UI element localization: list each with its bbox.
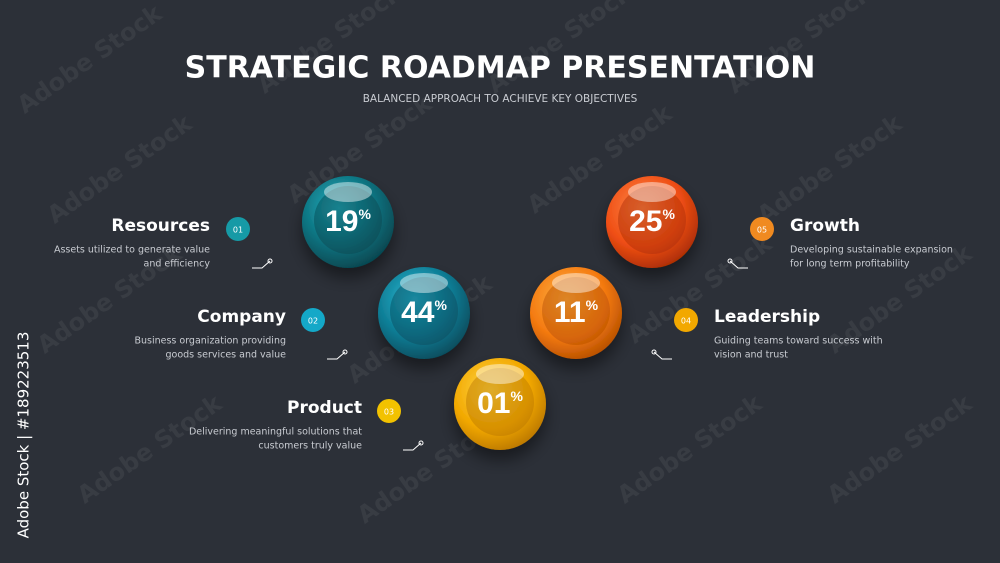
badge-number: 02 — [308, 317, 318, 326]
item-description: and efficiency — [144, 259, 211, 270]
item-title: Company — [197, 307, 286, 327]
sphere-value: 44% — [401, 296, 447, 329]
unit: % — [662, 206, 675, 222]
item-description: Assets utilized to generate value — [54, 245, 210, 256]
sphere-highlight — [476, 364, 524, 384]
item-description: Guiding teams toward success with — [714, 336, 883, 347]
sphere: 01% — [454, 358, 546, 450]
connector-icon — [729, 260, 748, 269]
unit: % — [510, 388, 523, 404]
item-description: Developing sustainable expansion — [790, 245, 953, 256]
badge — [750, 217, 774, 241]
value: 11 — [554, 296, 586, 329]
connector-icon — [252, 260, 271, 269]
side-label: Adobe Stock | #189223513 — [15, 332, 33, 539]
subtitle: BALANCED APPROACH TO ACHIEVE KEY OBJECTI… — [363, 93, 638, 105]
badge-number: 03 — [384, 408, 394, 417]
unit: % — [586, 297, 599, 313]
badge — [377, 399, 401, 423]
value: 19 — [325, 205, 358, 238]
badge — [226, 217, 250, 241]
connector-dot — [727, 258, 733, 264]
badge-number: 05 — [757, 226, 767, 235]
badge — [674, 308, 698, 332]
sphere: 11% — [530, 267, 622, 359]
item-description: vision and trust — [714, 350, 788, 361]
sphere-value: 01% — [477, 387, 523, 420]
sphere-core — [618, 186, 686, 254]
item-title: Leadership — [714, 307, 820, 327]
item-description: Business organization providing — [134, 336, 286, 347]
connector-dot — [267, 258, 273, 264]
sphere-core — [314, 186, 382, 254]
item-description: Delivering meaningful solutions that — [189, 427, 362, 438]
item-description: customers truly value — [258, 441, 362, 452]
connector-icon — [327, 351, 346, 360]
badge — [301, 308, 325, 332]
unit: % — [434, 297, 447, 313]
sphere-core — [466, 368, 534, 436]
item-title: Resources — [111, 216, 210, 236]
sphere-core — [542, 277, 610, 345]
connector-icon — [403, 442, 422, 451]
item-title: Product — [287, 398, 362, 418]
title: STRATEGIC ROADMAP PRESENTATION — [185, 51, 816, 86]
connector-dot — [418, 440, 424, 446]
sphere-highlight — [628, 182, 676, 202]
sphere-value: 11% — [554, 296, 599, 329]
value: 44 — [401, 296, 435, 329]
sphere: 44% — [378, 267, 470, 359]
sphere-highlight — [552, 273, 600, 293]
value: 01 — [477, 387, 510, 420]
badge-number: 01 — [233, 226, 243, 235]
badge-number: 04 — [681, 317, 691, 326]
item-description: goods services and value — [166, 350, 287, 361]
sphere-core — [390, 277, 458, 345]
sphere: 25% — [606, 176, 698, 268]
sphere-highlight — [324, 182, 372, 202]
sphere-value: 19% — [325, 205, 371, 238]
connector-icon — [653, 351, 672, 360]
sphere-highlight — [400, 273, 448, 293]
connector-dot — [342, 349, 348, 355]
value: 25 — [629, 205, 662, 238]
item-title: Growth — [790, 216, 860, 236]
sphere: 19% — [302, 176, 394, 268]
unit: % — [358, 206, 371, 222]
connector-dot — [651, 349, 657, 355]
item-description: for long term profitability — [790, 259, 910, 270]
sphere-value: 25% — [629, 205, 675, 238]
